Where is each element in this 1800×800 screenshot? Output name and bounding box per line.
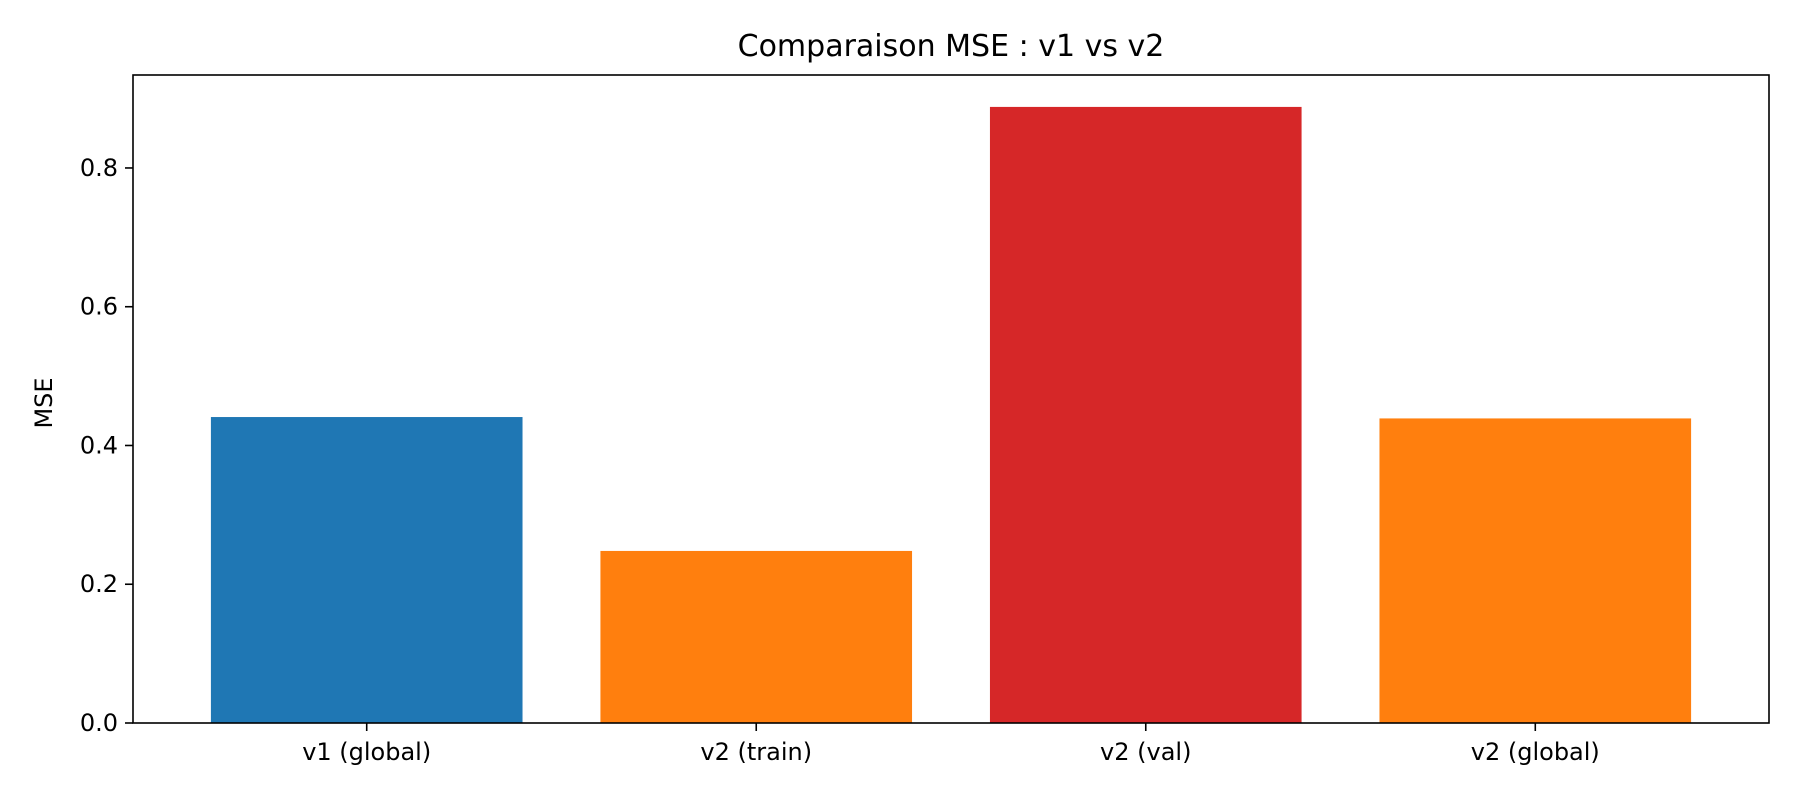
bar-3: [1379, 418, 1692, 723]
y-tick-label-3: 0.6: [80, 293, 118, 321]
y-axis-ticks: 0.0 0.2 0.4 0.6 0.8: [80, 154, 133, 737]
y-tick-label-1: 0.2: [80, 570, 118, 598]
bar-2: [989, 106, 1302, 723]
bar-1: [600, 550, 913, 723]
x-axis-ticks: v1 (global) v2 (train) v2 (val) v2 (global): [302, 723, 1600, 766]
y-tick-label-0: 0.0: [80, 709, 118, 737]
y-tick-label-4: 0.8: [80, 154, 118, 182]
x-tick-label-3: v2 (global): [1471, 738, 1600, 766]
x-tick-label-1: v2 (train): [700, 738, 812, 766]
x-tick-label-2: v2 (val): [1100, 738, 1191, 766]
y-tick-label-2: 0.4: [80, 431, 118, 459]
plot-frame: [132, 74, 1770, 724]
bars-group: [210, 106, 1692, 723]
y-axis-label: MSE: [30, 377, 58, 428]
x-tick-label-0: v1 (global): [302, 738, 431, 766]
chart-title: Comparaison MSE : v1 vs v2: [738, 29, 1165, 64]
bar-0: [210, 417, 523, 723]
